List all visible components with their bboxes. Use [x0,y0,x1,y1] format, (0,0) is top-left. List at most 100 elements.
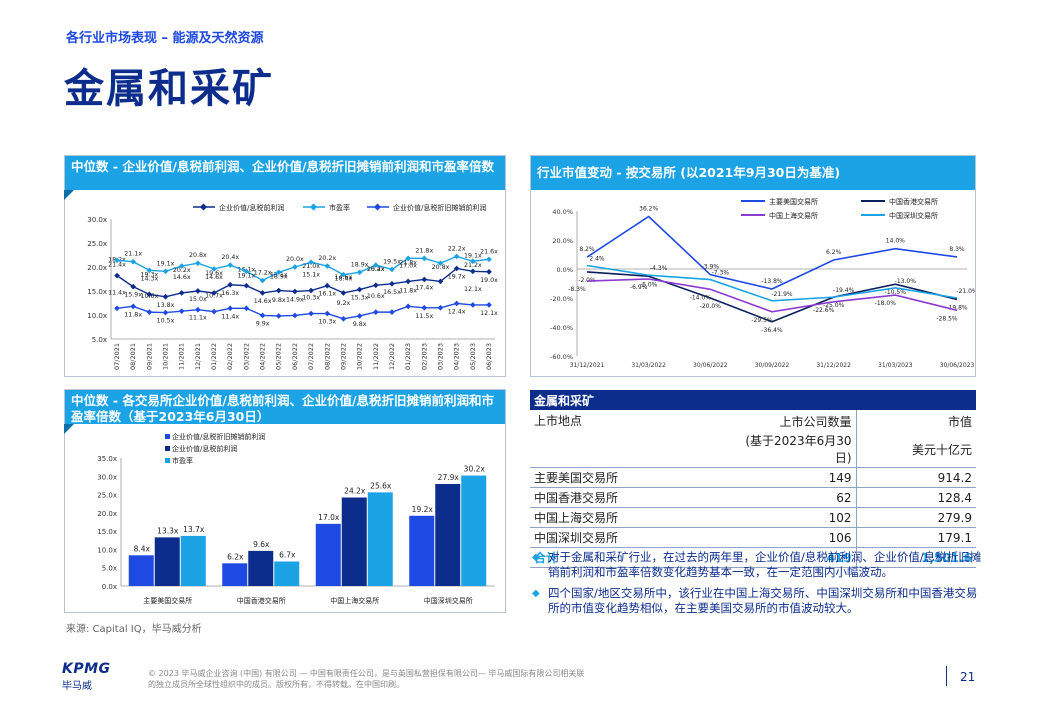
exchange-multiples-chart: 0.0x 5.0x 10.0x 15.0x 20.0x 25.0x 30.0x 35.0x 企业… [97,432,495,605]
source-note: 来源: Capital IQ，毕马威分析 [66,624,202,635]
data-point [405,303,411,310]
data-label: 17.0x [399,262,417,269]
row-cap: 128.4 [855,487,976,508]
x-tick-label: 01/2022 [210,343,218,370]
table-row: 中国香港交易所 62 128.4 [530,487,976,508]
col-location-header: 上市地点 [534,414,583,428]
x-tick-label: 07/2021 [113,343,121,370]
data-label: 9.9x [256,320,270,327]
data-label: 19.1x [238,272,256,279]
data-point [162,268,169,275]
data-label: 15.1x [302,272,320,279]
data-point [243,282,250,289]
y-tick-label: 15.0x [87,288,107,296]
data-label: 8.4x [134,544,151,553]
x-tick-label: 30/06/2022 [693,362,728,369]
col-count-subheader: (基于2023年6月30日) [730,431,856,468]
data-label: -28.5% [936,315,958,322]
data-label: -7.3% [712,270,730,277]
x-tick-label: 04/2022 [259,343,267,370]
copyright-line: © 2023 毕马威企业咨询 (中国) 有限公司 — 中国有限责任公司，是与英国… [148,669,585,678]
row-count: 102 [730,507,856,528]
x-tick-label: 01/2023 [404,343,412,370]
data-point [130,283,137,290]
legend-label: 中国香港交易所 [889,197,938,206]
data-point [453,265,460,272]
data-label: 36.2% [639,206,658,213]
legend-swatch [165,458,170,463]
x-tick-label: 06/2023 [485,343,493,370]
data-label: 20.2x [173,267,191,274]
x-tick-label: 31/12/2021 [570,362,605,369]
row-name: 中国深圳交易所 [530,527,730,548]
data-point [259,290,266,296]
x-tick-label: 31/03/2022 [631,362,666,369]
data-label: -4.3% [650,265,668,272]
multiples-trend-panel: 中位数 - 企业价值/息税前利润、企业价值/息税折旧摊销前利润和市盈率倍数 5.… [64,155,506,377]
bar [435,483,461,586]
page-number: 21 [960,670,976,684]
market-cap-change-chart: -60.0% -40.0% -20.0% 0.0% 20.0% 40.0% 31/12/20… [550,197,975,369]
data-label: -21.9% [771,291,793,298]
legend-marker [373,203,382,211]
x-tick-label: 03/2022 [242,343,250,370]
data-label: 13.3x [157,526,179,535]
legend-swatch [165,434,170,439]
y-tick-label: 35.0x [97,455,117,463]
data-point [146,291,153,298]
data-label: 19.7x [448,273,466,280]
data-label: 27.9x [438,473,460,482]
table-header-row: 上市地点 上市公司数量 市值 [530,410,976,431]
y-tick-label: 40.0% [552,208,573,216]
data-point [308,287,314,294]
bar [222,563,248,586]
data-point [372,262,379,268]
legend-swatch [165,446,170,451]
series-line [586,278,958,313]
data-point [469,302,476,308]
data-point [292,288,298,295]
y-tick-label: 10.0x [87,312,107,320]
data-label: 21.0x [302,263,320,270]
row-count: 62 [730,487,856,508]
data-point [324,263,331,269]
data-label: 20.8x [432,264,450,271]
data-label: 6.7x [279,550,296,559]
data-label: -3.9% [702,264,720,271]
panel-title: 中位数 - 各交易所企业价值/息税前利润、企业价值/息税折旧摊销前利润和市盈率倍… [65,390,505,424]
data-label: -13.8% [761,278,783,285]
data-label: 8.3% [949,246,965,253]
bar [180,535,206,586]
x-tick-label: 02/2022 [226,343,234,370]
row-count: 106 [730,527,856,548]
col-cap-subheader: 美元十亿元 [855,431,976,468]
data-point [259,277,266,284]
data-point [130,258,137,265]
data-point [486,302,492,308]
data-label: -13.0% [895,278,917,285]
x-tick-label: 10/2021 [162,343,170,370]
bar [248,550,274,586]
col-count-header: 上市公司数量 [779,415,852,429]
data-label: 10.5x [157,318,175,325]
data-label: 17.4x [415,284,433,291]
y-tick-label: 30.0x [97,473,117,481]
data-point [227,281,234,288]
data-point [453,300,460,307]
data-label: 16.5x [383,289,401,296]
x-tick-label: 11/2021 [178,343,186,370]
copyright-footer: © 2023 毕马威企业咨询 (中国) 有限公司 — 中国有限责任公司，是与英国… [148,668,584,690]
series-line [586,271,958,323]
data-label: 6.2% [826,249,842,256]
data-label: 21.8x [399,259,417,266]
page-divider [946,666,947,686]
data-point [275,287,282,294]
data-label: 20.8x [189,252,207,259]
data-point [389,309,395,315]
data-label: 18.9x [270,273,288,280]
logo-text: KPMG [62,661,111,677]
data-point [275,269,282,276]
data-label: 9.6x [253,540,270,549]
data-point [356,269,363,276]
row-name: 中国上海交易所 [530,507,730,528]
